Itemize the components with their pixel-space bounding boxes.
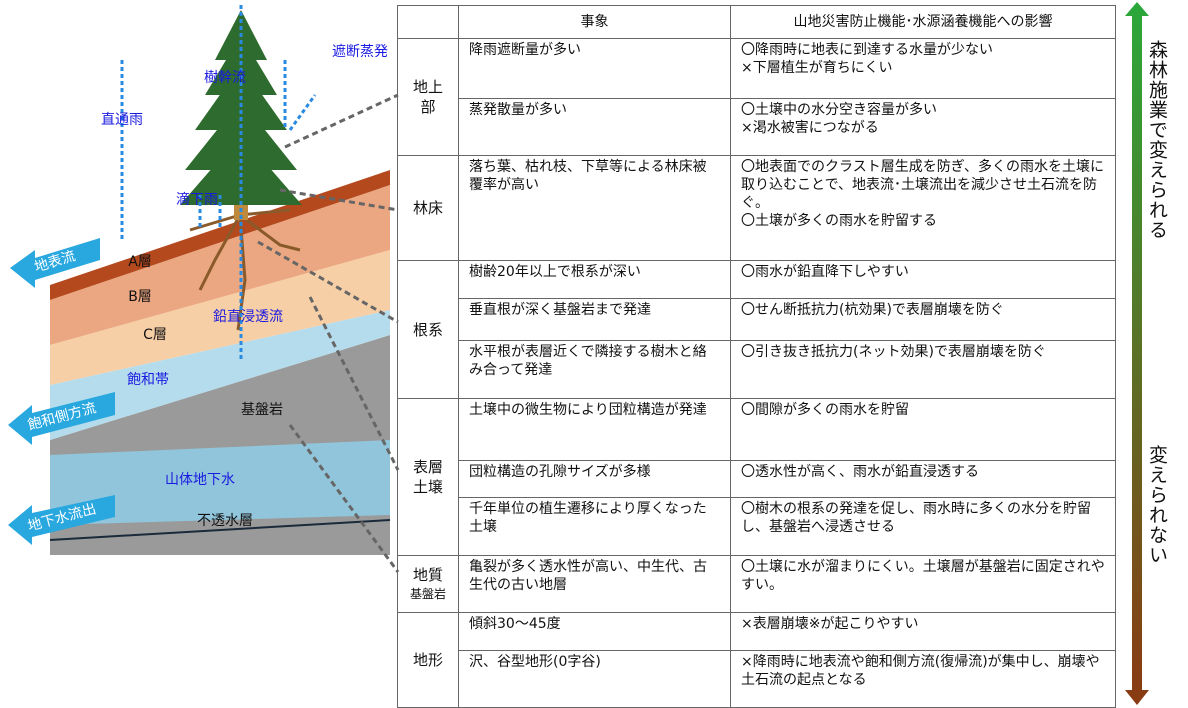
label: 樹幹流 [204, 69, 246, 86]
row: 地上部 降雨遮断量が多い 〇降雨時に地表に到達する水量が少ない ×下層植生が育ちにく… [397, 38, 1116, 156]
impermeable-line [49, 519, 391, 541]
cell: 〇降雨時に地表に到達する水量が少ない ×下層植生が育ちにくい [730, 38, 1116, 99]
cell: 〇樹木の根系の発達を促し、雨水時に多くの水分を貯留し、基盤岩へ浸透させる [730, 497, 1116, 556]
cell: 団粒構造の孔隙サイズが多様 [458, 460, 731, 498]
table: 事象 山地災害防止機能･水源涵養機能への影響 地上部 降雨遮断量が多い 〇降雨時に地表に… [397, 5, 1116, 708]
cell: 傾斜30～45度 [458, 612, 731, 651]
row: 水平根が表層近くで隣接する樹木と絡み合って発達 〇引き抜き抵抗力(ネット効果)で表… [398, 340, 1116, 399]
cell: 〇せん断抵抗力(杭効果)で表層崩壊を防ぐ [730, 298, 1116, 341]
label: 遮断蒸発 [332, 44, 388, 60]
group-label: 林床 [412, 199, 443, 217]
row: 団粒構造の孔隙サイズが多様 〇透水性が高く、雨水が鉛直浸透する [398, 460, 1116, 498]
group-label: 地質 [412, 566, 443, 584]
flow-arrows [8, 238, 115, 545]
leader-lines [257, 93, 400, 573]
row: 沢、谷型地形(0字谷) ×降雨時に地表流や飽和側方流(復帰流)が集中し、崩壊や土石… [398, 650, 1116, 708]
row: 表層土壌 土壌中の微生物により団粒構造が発達 〇間隙が多くの雨水を貯留 [397, 398, 1116, 556]
cell: 事象 [458, 5, 731, 39]
illustration: 遮断蒸発 樹幹流 直通雨 滴下雨 地表流 A層 B層 C層 鉛直浸透流 飽和帯 … [8, 5, 400, 573]
cell: 〇土壌中の水分空き容量が多い ×渇水被害につながる [730, 98, 1116, 156]
cell: ×表層崩壊※が起こりやすい [730, 612, 1116, 651]
cell: 地上部 [397, 38, 459, 156]
row: 垂直根が深く基盤岩まで発達 〇せん断抵抗力(杭効果)で表層崩壊を防ぐ [398, 298, 1116, 341]
cell: 垂直根が深く基盤岩まで発達 [458, 298, 731, 341]
cell: 表層土壌 [397, 398, 459, 556]
label: 飽和帯 [127, 371, 169, 388]
cell: 〇間隙が多くの雨水を貯留 [730, 398, 1116, 461]
scale-top-label: 森林施業で変えられる [1146, 40, 1168, 240]
gradient-arrow [1125, 2, 1149, 705]
label: 直通雨 [101, 111, 143, 128]
label: 鉛直浸透流 [213, 308, 283, 325]
groundwater-layer [50, 440, 390, 525]
row: 地質基盤岩 亀裂が多く透水性が高い、中生代、古生代の古い地層 〇土壌に水が溜まりにく… [397, 555, 1116, 613]
group-label: 地形 [412, 651, 443, 669]
scale-bottom-label: 変えられない [1146, 445, 1168, 565]
cell: 千年単位の植生遷移により厚くなった土壌 [458, 497, 731, 556]
cell [397, 5, 459, 39]
cell: 地形 [397, 612, 459, 708]
label: C層 [143, 327, 167, 343]
header-row: 事象 山地災害防止機能･水源涵養機能への影響 [397, 5, 1116, 39]
cell: 地質 基盤岩 [397, 555, 459, 613]
cell: 亀裂が多く透水性が高い、中生代、古生代の古い地層 [458, 555, 731, 613]
cell: 〇雨水が鉛直降下しやすい [730, 260, 1116, 299]
row: 千年単位の植生遷移により厚くなった土壌 〇樹木の根系の発達を促し、雨水時に多くの水… [398, 497, 1116, 556]
cell: 根系 [397, 260, 459, 399]
label: A層 [128, 254, 152, 270]
cell: 〇土壌に水が溜まりにくい。土壌層が基盤岩に固定されやすい。 [730, 555, 1116, 613]
cell: 〇引き抜き抵抗力(ネット効果)で表層崩壊を防ぐ [730, 340, 1116, 399]
scale-arrow [1125, 2, 1149, 705]
cell: 水平根が表層近くで隣接する樹木と絡み合って発達 [458, 340, 731, 399]
b-layer [50, 185, 390, 345]
cell: 林床 [397, 155, 459, 261]
row: 林床 落ち葉、枯れ枝、下草等による林床被覆率が高い 〇地表面でのクラスト層生成を防ぎ… [397, 155, 1116, 261]
c-layer [50, 250, 390, 385]
label: 滴下雨 [176, 191, 218, 208]
row: 根系 樹齢20年以上で根系が深い 〇雨水が鉛直降下しやすい [397, 260, 1116, 399]
row: 地形 傾斜30～45度 ×表層崩壊※が起こりやすい [397, 612, 1116, 708]
cell: 降雨遮断量が多い [458, 38, 731, 99]
group-label: 表層土壌 [412, 458, 443, 496]
group-label: 地上部 [412, 78, 443, 116]
label: 山体地下水 [165, 472, 235, 488]
label: 基盤岩 [241, 401, 283, 418]
label: 不透水層 [197, 513, 253, 529]
cell: 樹齢20年以上で根系が深い [458, 260, 731, 299]
cell: 落ち葉、枯れ枝、下草等による林床被覆率が高い [458, 155, 731, 261]
rain-arrows [120, 5, 317, 360]
saturated-layer [50, 310, 390, 440]
cell: 山地災害防止機能･水源涵養機能への影響 [730, 5, 1116, 39]
cell: 〇透水性が高く、雨水が鉛直浸透する [730, 460, 1116, 498]
row: 蒸発散量が多い 〇土壌中の水分空き容量が多い ×渇水被害につながる [398, 98, 1116, 156]
cell: 蒸発散量が多い [458, 98, 731, 156]
cell: 土壌中の微生物により団粒構造が発達 [458, 398, 731, 461]
cell: 〇地表面でのクラスト層生成を防ぎ、多くの雨水を土壌に取り込むことで、地表流･土壌… [730, 155, 1116, 261]
label: B層 [128, 289, 152, 305]
group-sublabel: 基盤岩 [409, 587, 446, 601]
group-label: 根系 [412, 320, 443, 339]
a-layer [50, 170, 390, 300]
cell: ×降雨時に地表流や飽和側方流(復帰流)が集中し、崩壊や土石流の起点となる [730, 650, 1116, 708]
cell: 沢、谷型地形(0字谷) [458, 650, 731, 708]
